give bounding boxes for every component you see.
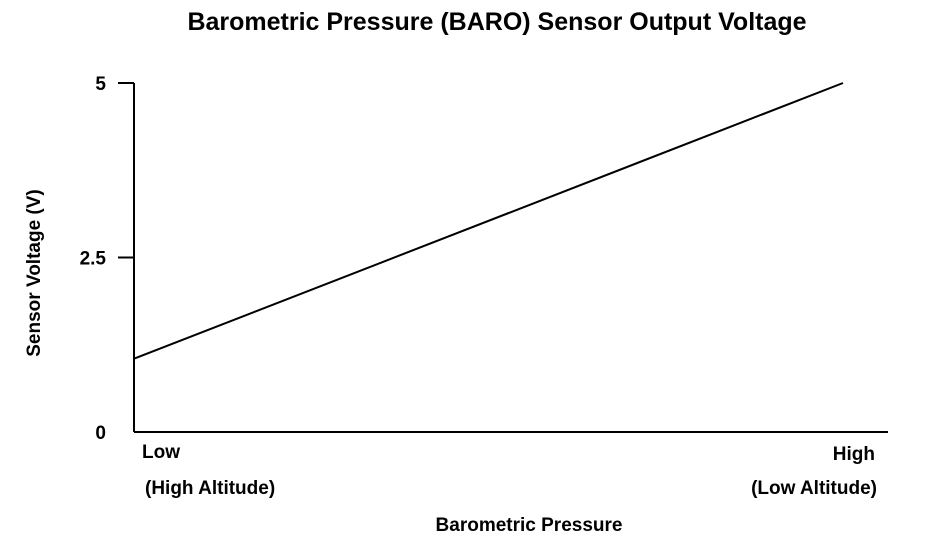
y-tick-label-2: 5 [95, 74, 106, 95]
series-line-0 [133, 82, 844, 360]
x-tick-sublabel-low: (High Altitude) [145, 478, 275, 499]
x-axis-label: Barometric Pressure [436, 515, 623, 536]
y-tick-label-1: 2.5 [80, 249, 107, 270]
chart-title: Barometric Pressure (BARO) Sensor Output… [187, 8, 807, 36]
x-tick-label-low: Low [142, 442, 180, 463]
x-tick-sublabel-high: (Low Altitude) [751, 478, 877, 499]
y-axis-label: Sensor Voltage (V) [24, 189, 45, 357]
x-tick-label-high: High [833, 444, 875, 465]
y-tick-label-0: 0 [95, 423, 106, 444]
